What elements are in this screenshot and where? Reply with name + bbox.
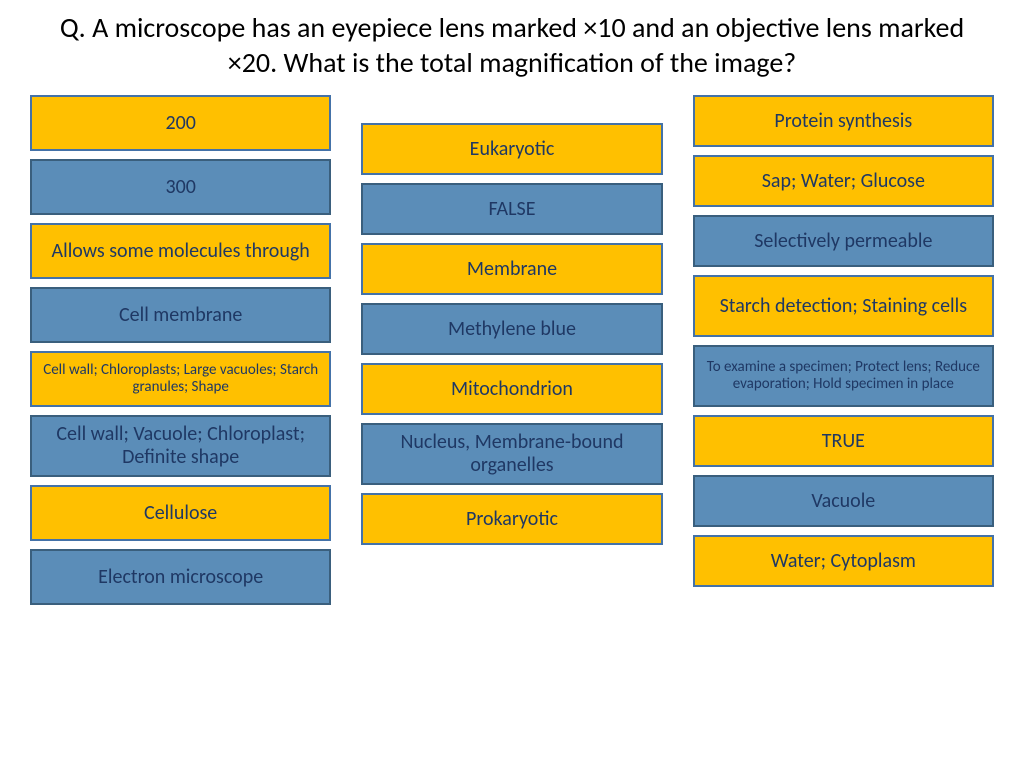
answer-card[interactable]: Cellulose (30, 485, 331, 541)
answer-card[interactable]: Electron microscope (30, 549, 331, 605)
answer-card[interactable]: Cell wall; Vacuole; Chloroplast; Definit… (30, 415, 331, 477)
answer-card[interactable]: Starch detection; Staining cells (693, 275, 994, 337)
column-left: 200 300 Allows some molecules through Cell … (30, 95, 331, 605)
answer-card[interactable]: Membrane (361, 243, 662, 295)
answer-card[interactable]: Selectively permeable (693, 215, 994, 267)
answer-card[interactable]: Nucleus, Membrane-bound organelles (361, 423, 662, 485)
answer-card[interactable]: Methylene blue (361, 303, 662, 355)
answer-card[interactable]: To examine a specimen; Protect lens; Red… (693, 345, 994, 407)
answer-card[interactable]: Mitochondrion (361, 363, 662, 415)
question-text: Q. A microscope has an eyepiece lens mar… (30, 10, 994, 80)
answer-card[interactable]: Cell wall; Chloroplasts; Large vacuoles;… (30, 351, 331, 407)
answer-card[interactable]: 300 (30, 159, 331, 215)
column-right: Protein synthesis Sap; Water; Glucose Sele… (693, 95, 994, 605)
answer-card[interactable]: 200 (30, 95, 331, 151)
answer-card[interactable]: TRUE (693, 415, 994, 467)
answer-card[interactable]: Water; Cytoplasm (693, 535, 994, 587)
answer-card[interactable]: Eukaryotic (361, 123, 662, 175)
answer-card[interactable]: Sap; Water; Glucose (693, 155, 994, 207)
answer-columns: 200 300 Allows some molecules through Cell … (30, 95, 994, 605)
answer-card[interactable]: FALSE (361, 183, 662, 235)
answer-card[interactable]: Prokaryotic (361, 493, 662, 545)
answer-card[interactable]: Protein synthesis (693, 95, 994, 147)
answer-card[interactable]: Cell membrane (30, 287, 331, 343)
column-center: Eukaryotic FALSE Membrane Methylene blue Mit… (361, 95, 662, 605)
answer-card[interactable]: Vacuole (693, 475, 994, 527)
answer-card[interactable]: Allows some molecules through (30, 223, 331, 279)
